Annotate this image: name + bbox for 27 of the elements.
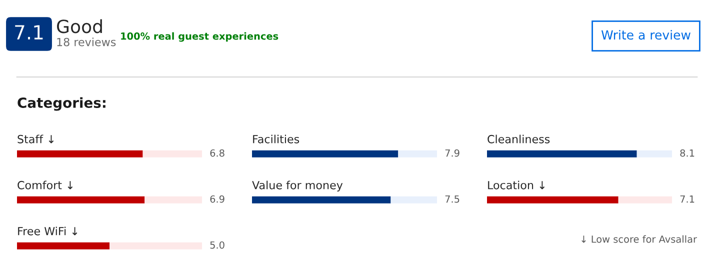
data-label: 7.1 xyxy=(680,195,694,203)
text: ↓ Low score for Avsallar xyxy=(582,235,697,243)
bar xyxy=(17,196,145,204)
y-tick-label: Location ↓ xyxy=(488,180,545,190)
data-label: 6.8 xyxy=(210,149,224,157)
bar xyxy=(17,242,110,250)
y-tick-label: Cleanliness xyxy=(488,134,550,144)
bar xyxy=(110,242,202,250)
bar xyxy=(17,150,143,158)
text: 100% real guest experiences xyxy=(121,32,278,42)
text: 7.1 xyxy=(15,25,43,40)
text: 18 reviews xyxy=(57,38,116,46)
bar xyxy=(142,150,202,158)
data-label: 5.0 xyxy=(210,241,224,249)
text: Write a review xyxy=(601,30,690,40)
data-label: 7.5 xyxy=(445,195,460,203)
y-tick-label: Facilities xyxy=(253,134,300,144)
data-label: 6.9 xyxy=(210,195,224,203)
y-tick-label: Comfort ↓ xyxy=(18,180,73,190)
bar xyxy=(144,196,202,204)
y-tick-label: Staff ↓ xyxy=(18,134,54,144)
text: Categories: xyxy=(18,97,106,111)
y-tick-label: Free WiFi ↓ xyxy=(18,226,78,236)
data-label: 7.9 xyxy=(445,149,460,157)
data-label: 8.1 xyxy=(680,149,694,157)
text: Good xyxy=(57,19,102,34)
y-tick-label: Value for money xyxy=(252,180,343,192)
